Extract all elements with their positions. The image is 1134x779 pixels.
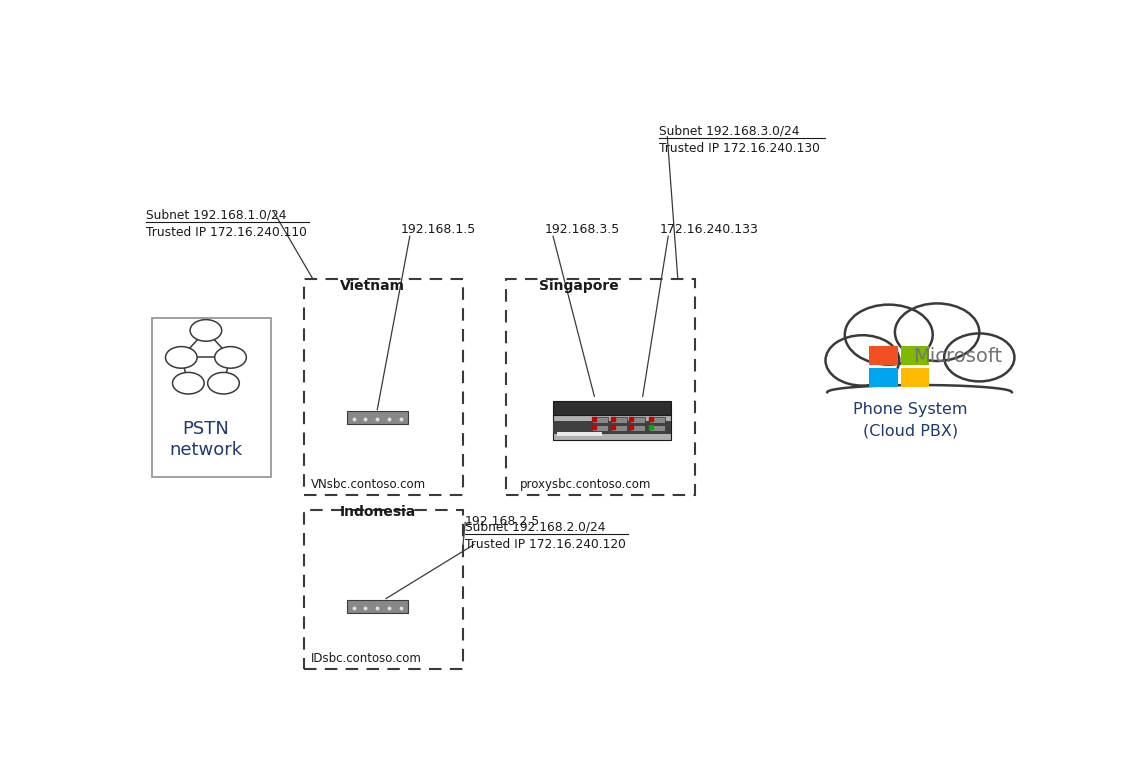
Bar [592, 425, 608, 431]
Bar [507, 280, 695, 495]
Text: Phone System
(Cloud PBX): Phone System (Cloud PBX) [854, 403, 968, 439]
Circle shape [172, 372, 204, 394]
Bar [557, 432, 602, 436]
Bar [552, 401, 671, 414]
Circle shape [208, 372, 239, 394]
Text: Subnet 192.168.2.0/24: Subnet 192.168.2.0/24 [465, 520, 606, 534]
Bar [629, 425, 645, 431]
Text: Trusted IP 172.16.240.120: Trusted IP 172.16.240.120 [465, 538, 626, 551]
Text: 192.168.1.5: 192.168.1.5 [401, 224, 476, 236]
Bar [592, 417, 608, 423]
Circle shape [191, 319, 222, 341]
Bar [304, 280, 463, 495]
Bar [649, 425, 665, 431]
Text: Trusted IP 172.16.240.110: Trusted IP 172.16.240.110 [146, 226, 307, 238]
Text: proxysbc.contoso.com: proxysbc.contoso.com [519, 478, 651, 491]
Circle shape [823, 334, 902, 387]
Text: Singapore: Singapore [539, 279, 619, 293]
Text: Trusted IP 172.16.240.130: Trusted IP 172.16.240.130 [659, 142, 820, 155]
Bar [552, 414, 671, 440]
Text: 192.168.3.5: 192.168.3.5 [544, 224, 619, 236]
Bar [870, 368, 898, 387]
Bar [347, 411, 408, 424]
Bar [552, 421, 671, 434]
Text: Vietnam: Vietnam [339, 279, 405, 293]
Bar [649, 417, 665, 423]
Bar [902, 346, 929, 365]
Bar [347, 600, 408, 613]
Text: PSTN
network: PSTN network [169, 421, 243, 459]
Circle shape [894, 302, 981, 362]
Text: 172.16.240.133: 172.16.240.133 [659, 224, 759, 236]
Bar [152, 319, 271, 478]
Text: IDsbc.contoso.com: IDsbc.contoso.com [311, 652, 422, 665]
Text: Indonesia: Indonesia [339, 506, 416, 520]
Circle shape [214, 347, 246, 368]
Circle shape [843, 303, 934, 366]
Text: 192.168.2.5: 192.168.2.5 [465, 516, 541, 528]
Bar [828, 354, 1012, 400]
Bar [902, 368, 929, 387]
Circle shape [942, 332, 1016, 382]
Bar [870, 346, 898, 365]
Bar [304, 510, 463, 669]
Circle shape [166, 347, 197, 368]
Text: VNsbc.contoso.com: VNsbc.contoso.com [311, 478, 425, 491]
Bar [611, 425, 627, 431]
Text: Subnet 192.168.1.0/24: Subnet 192.168.1.0/24 [146, 209, 287, 222]
Bar [611, 417, 627, 423]
Text: Subnet 192.168.3.0/24: Subnet 192.168.3.0/24 [659, 125, 799, 138]
Bar [629, 417, 645, 423]
Text: Microsoft: Microsoft [913, 347, 1002, 365]
